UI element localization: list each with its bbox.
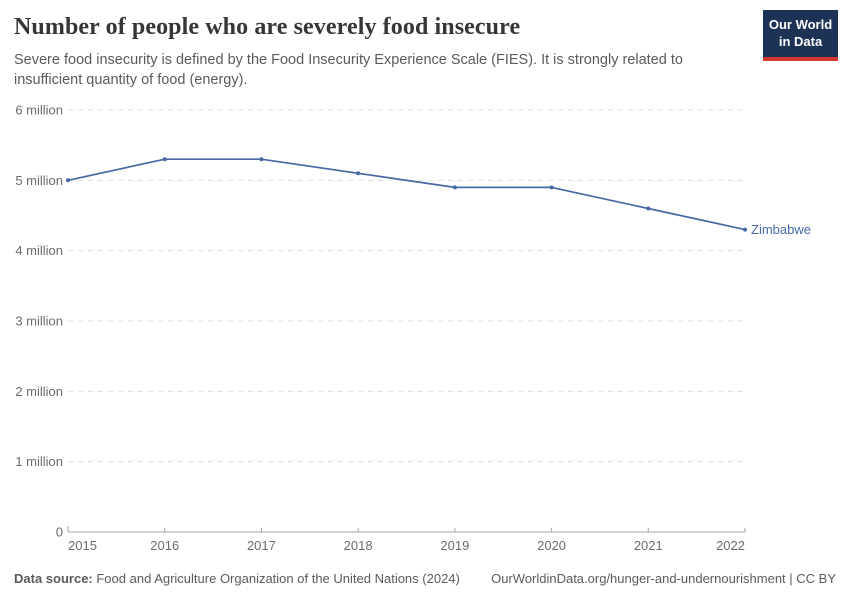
data-point[interactable] xyxy=(452,185,457,190)
data-point[interactable] xyxy=(259,157,264,162)
y-axis-label: 3 million xyxy=(15,314,63,329)
owid-logo-line2: in Data xyxy=(778,33,823,49)
x-axis-label: 2022 xyxy=(716,538,745,553)
x-axis-label: 2016 xyxy=(150,538,179,553)
y-axis-label: 2 million xyxy=(15,384,63,399)
y-axis-label: 0 xyxy=(56,525,63,540)
x-axis-label: 2015 xyxy=(68,538,97,553)
series-label[interactable]: Zimbabwe xyxy=(751,222,811,237)
y-axis-label: 1 million xyxy=(15,454,63,469)
chart-title: Number of people who are severely food i… xyxy=(14,14,521,40)
x-axis-label: 2017 xyxy=(247,538,276,553)
chart-footer: Data source: Food and Agriculture Organi… xyxy=(14,571,836,586)
data-line[interactable] xyxy=(67,158,746,231)
y-axis-label: 5 million xyxy=(15,173,63,188)
x-axis-label: 2018 xyxy=(344,538,373,553)
data-source-label: Data source: xyxy=(14,571,93,586)
data-point[interactable] xyxy=(743,227,747,232)
y-axis-label: 4 million xyxy=(15,243,63,258)
chart-header: Number of people who are severely food i… xyxy=(14,14,750,91)
data-point[interactable] xyxy=(549,185,554,190)
owid-logo-line1: Our World xyxy=(768,17,833,32)
owid-logo[interactable]: Our World in Data xyxy=(763,10,838,61)
x-axis-label: 2019 xyxy=(440,538,469,553)
y-axis-label: 6 million xyxy=(15,103,63,118)
data-point[interactable] xyxy=(66,178,70,183)
chart-subtitle: Severe food insecurity is defined by the… xyxy=(14,52,683,89)
data-point[interactable] xyxy=(162,157,167,162)
data-source-text: Food and Agriculture Organization of the… xyxy=(92,571,460,586)
data-source: Data source: Food and Agriculture Organi… xyxy=(14,571,460,586)
data-point[interactable] xyxy=(646,206,651,211)
x-axis-label: 2020 xyxy=(537,538,566,553)
data-point[interactable] xyxy=(356,171,361,176)
credit-link[interactable]: OurWorldinData.org/hunger-and-undernouri… xyxy=(491,571,836,586)
x-axis-label: 2021 xyxy=(634,538,663,553)
